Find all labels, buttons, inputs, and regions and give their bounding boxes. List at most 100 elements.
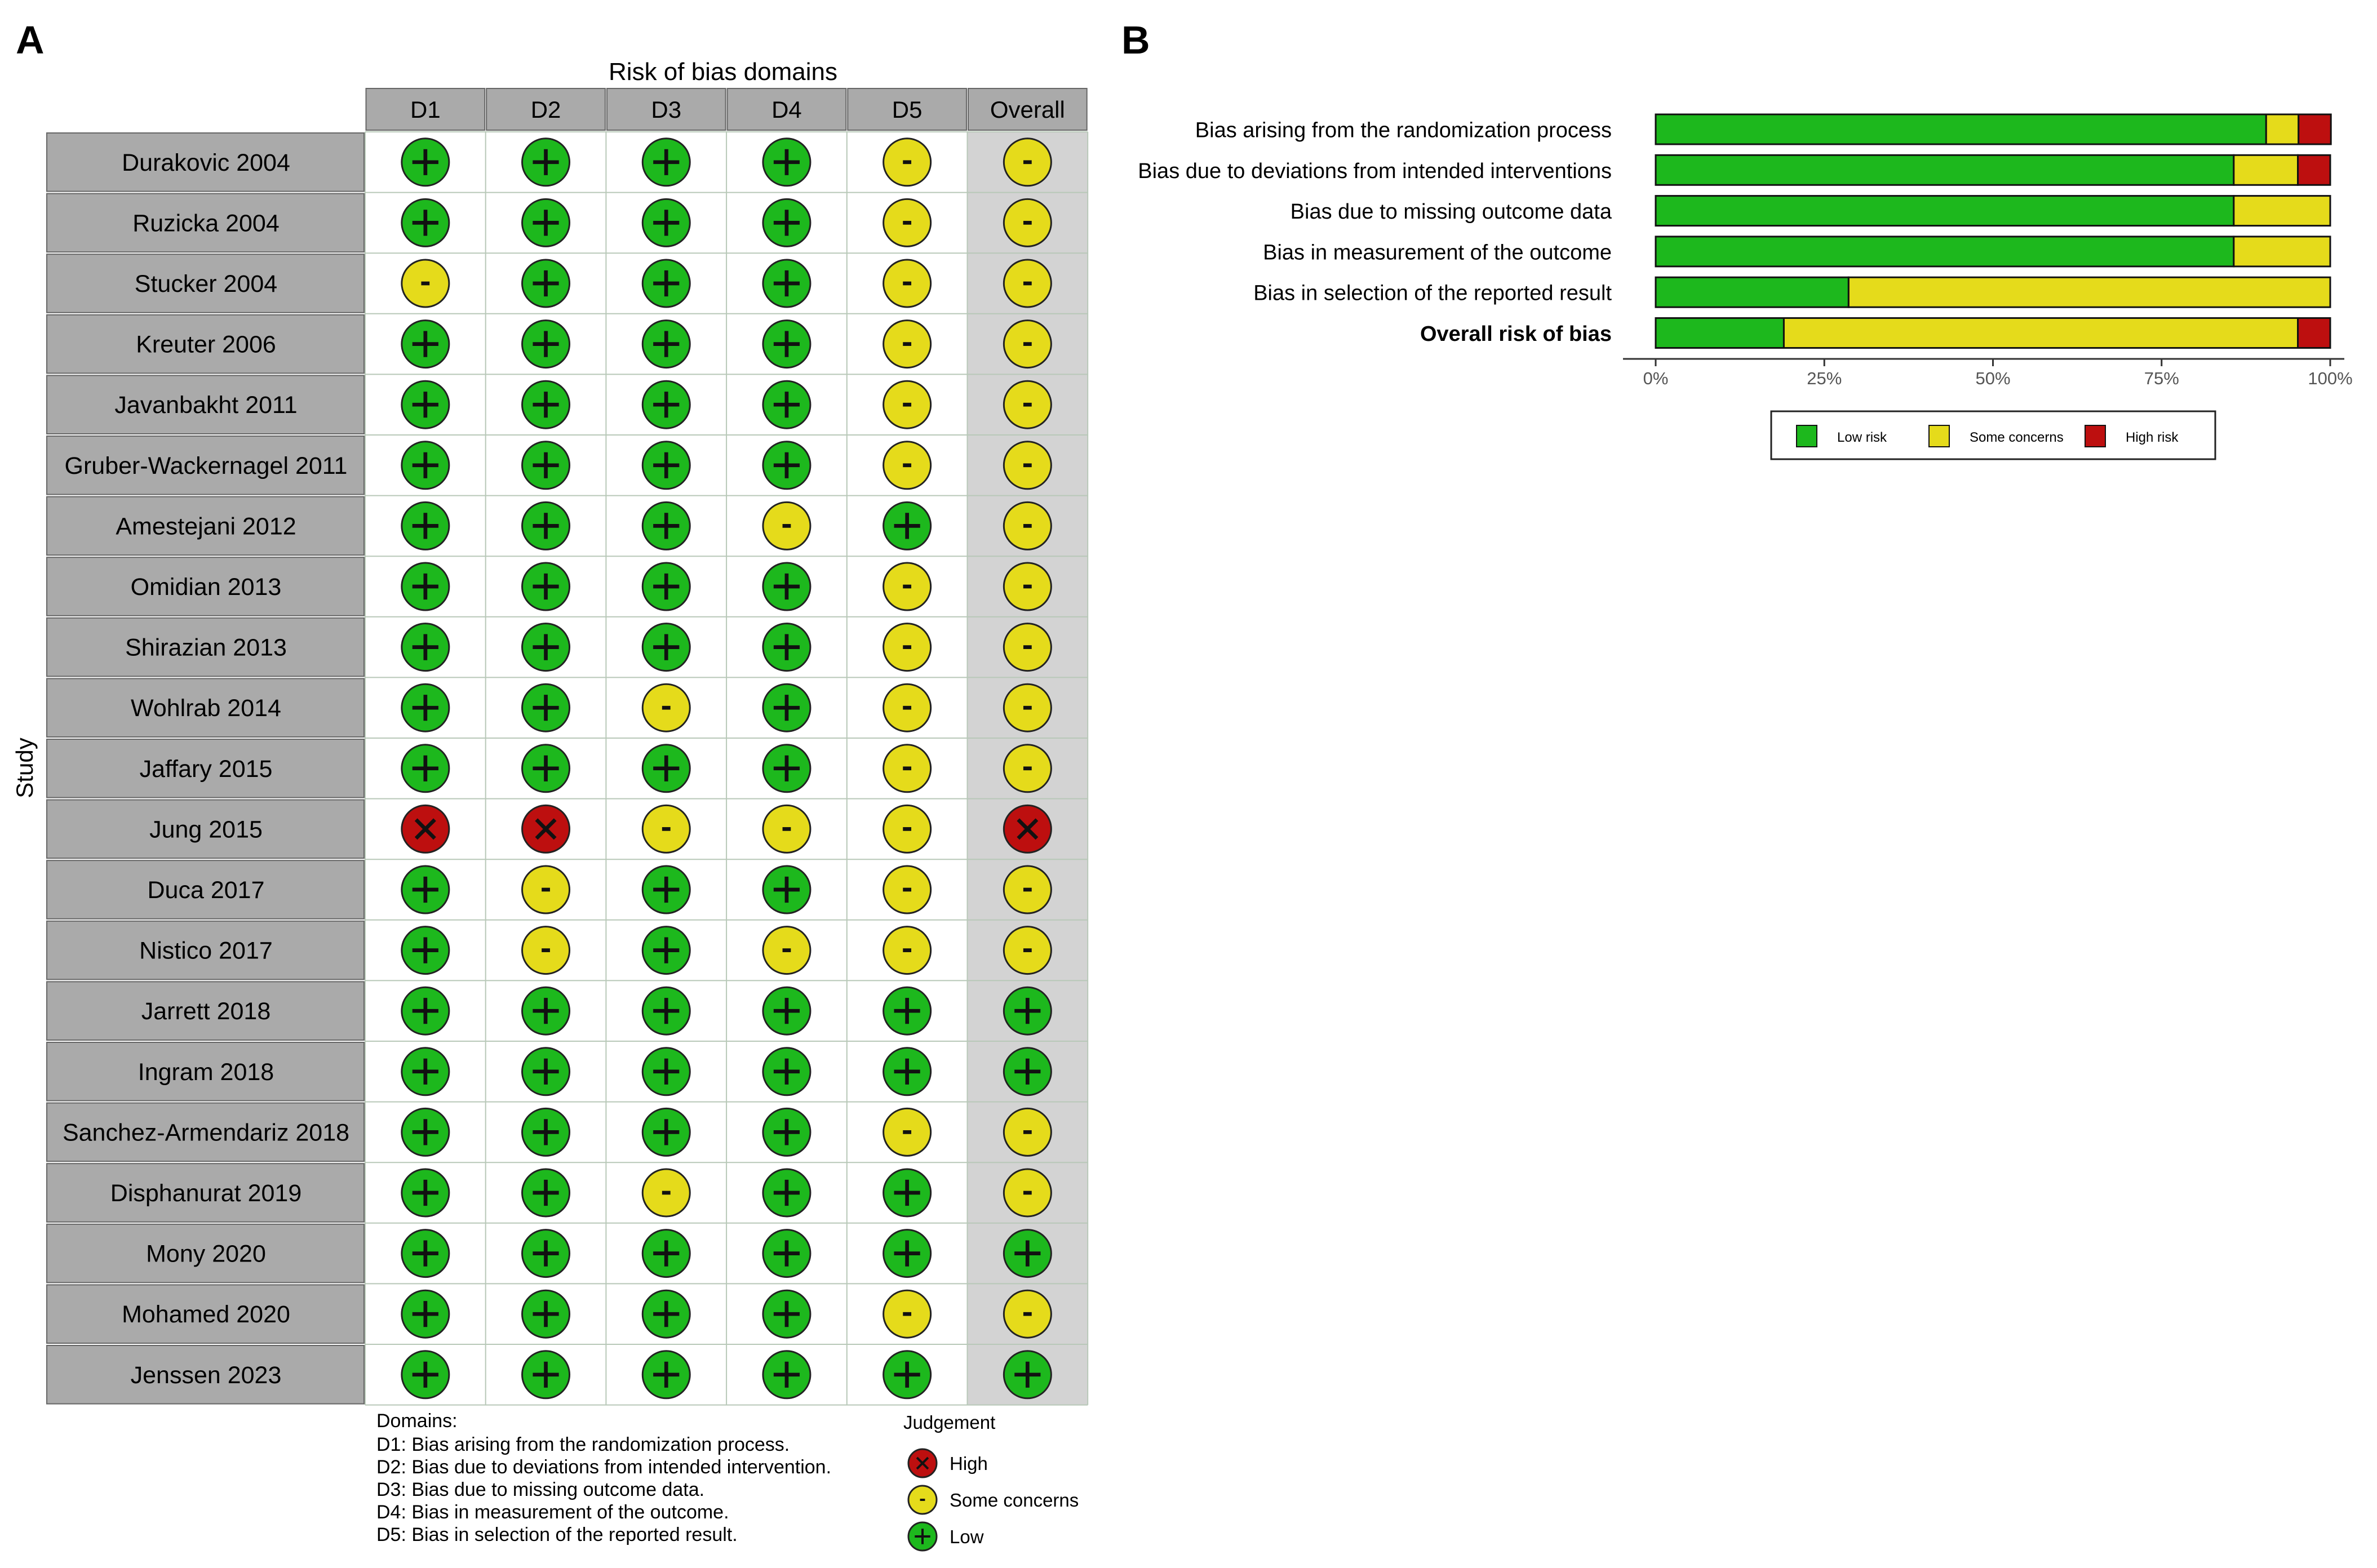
low-plus-icon [653, 998, 680, 1024]
legend-label-low: Low risk [1837, 430, 1887, 445]
study-rows: Durakovic 2004 Ruzicka 2004 Stucker 2004 Kr… [46, 132, 1052, 1405]
domain-definition: D5: Bias in selection of the reported re… [376, 1524, 738, 1545]
x-tick-label: 25% [1807, 368, 1842, 388]
column-header-d2: D2 [531, 96, 561, 123]
low-plus-icon [1014, 998, 1041, 1024]
high-x-icon [1017, 818, 1039, 840]
study-name: Durakovic 2004 [122, 149, 290, 176]
low-plus-icon [894, 1058, 920, 1085]
study-name: Jarrett 2018 [141, 998, 270, 1025]
legend-label-high: High [950, 1453, 988, 1474]
study-row: Durakovic 2004 [46, 132, 1052, 192]
study-row: Ruzicka 2004 [46, 193, 1052, 253]
low-plus-icon [653, 937, 680, 963]
low-plus-icon [412, 1179, 438, 1206]
judgement-legend: Judgement High Some concerns Low [903, 1412, 1079, 1552]
low-plus-icon [653, 1301, 680, 1327]
bar-segment-some [2233, 195, 2331, 227]
study-label-cell [46, 1042, 365, 1101]
low-plus-icon [533, 695, 559, 721]
low-plus-icon [533, 1240, 559, 1267]
low-plus-icon [533, 1058, 559, 1085]
low-plus-icon [653, 876, 680, 903]
low-plus-icon [412, 755, 438, 781]
low-plus-icon [773, 210, 800, 236]
study-label-cell [46, 1102, 365, 1162]
study-label-cell [46, 860, 365, 920]
low-plus-icon [653, 513, 680, 539]
low-plus-icon [653, 452, 680, 478]
domain-definition: D4: Bias in measurement of the outcome. [376, 1502, 729, 1523]
low-plus-icon [773, 634, 800, 660]
study-name: Ruzicka 2004 [132, 210, 280, 237]
study-row: Duca 2017 [46, 860, 1052, 920]
low-plus-icon [412, 1240, 438, 1267]
low-plus-icon [533, 634, 559, 660]
low-plus-icon [533, 210, 559, 236]
bar-label: Bias arising from the randomization proc… [1195, 119, 1612, 143]
study-name: Disphanurat 2019 [110, 1180, 301, 1207]
study-row: Shirazian 2013 [46, 617, 1052, 677]
x-stroke [1017, 818, 1039, 840]
bar-category-labels: Bias arising from the randomization proc… [1138, 119, 1612, 347]
high-x-icon [916, 1456, 929, 1470]
study-row: Nistico 2017 [46, 920, 1052, 980]
study-name: Nistico 2017 [139, 938, 273, 965]
study-row: Kreuter 2006 [46, 314, 1052, 374]
panel-label-b: B [1121, 18, 1150, 62]
bar-segment-low [1655, 276, 1850, 308]
legend-label-high: High risk [2126, 430, 2179, 445]
study-row: Jung 2015 [46, 799, 1052, 859]
x-stroke [916, 1456, 929, 1470]
study-name: Kreuter 2006 [136, 331, 276, 358]
column-header-d1: D1 [410, 96, 441, 123]
low-plus-icon [653, 1240, 680, 1267]
legend-swatch-high [2085, 425, 2106, 447]
bar-label: Bias due to missing outcome data [1291, 200, 1612, 224]
low-plus-icon [412, 392, 438, 418]
bar-segment-some [1782, 317, 2299, 349]
low-plus-icon [412, 210, 438, 236]
low-plus-icon [533, 1119, 559, 1145]
low-plus-icon [773, 755, 800, 781]
study-name: Jenssen 2023 [131, 1362, 282, 1389]
y-axis-label: Study [11, 738, 38, 798]
low-plus-icon [773, 1301, 800, 1327]
legend-swatch-some [1928, 425, 1950, 447]
study-label-cell [46, 617, 365, 677]
study-row: Mony 2020 [46, 1223, 1052, 1283]
bar-label: Bias due to deviations from intended int… [1138, 159, 1612, 183]
bar-label: Bias in selection of the reported result [1253, 282, 1612, 305]
low-plus-icon [533, 755, 559, 781]
low-plus-icon [773, 573, 800, 600]
low-plus-icon [412, 573, 438, 600]
study-label-cell [46, 981, 365, 1041]
x-tick-label: 75% [2144, 368, 2179, 388]
domain-headers: D1 D2 D3 D4 D5 Overall [365, 88, 1088, 131]
bar-segment-some [1847, 276, 2331, 308]
study-label-cell [46, 193, 365, 253]
low-plus-icon [412, 1119, 438, 1145]
column-header-d3: D3 [651, 96, 681, 123]
low-plus-icon [773, 695, 800, 721]
study-label-cell [46, 496, 365, 556]
domain-definition: D3: Bias due to missing outcome data. [376, 1479, 704, 1500]
study-name: Omidian 2013 [131, 574, 282, 601]
low-plus-icon [412, 695, 438, 721]
header-cell [726, 88, 847, 131]
panel-label-a: A [16, 18, 45, 62]
low-plus-icon [412, 634, 438, 660]
header-cell [365, 88, 486, 131]
low-plus-icon [773, 998, 800, 1024]
domain-definition: D2: Bias due to deviations from intended… [376, 1456, 831, 1478]
low-plus-icon [533, 452, 559, 478]
low-plus-icon [773, 1119, 800, 1145]
low-plus-icon [533, 392, 559, 418]
low-plus-icon [773, 876, 800, 903]
study-name: Wohlrab 2014 [131, 695, 281, 722]
study-name: Duca 2017 [148, 877, 265, 904]
low-plus-icon [533, 1301, 559, 1327]
low-plus-icon [773, 452, 800, 478]
study-name: Ingram 2018 [138, 1059, 274, 1086]
